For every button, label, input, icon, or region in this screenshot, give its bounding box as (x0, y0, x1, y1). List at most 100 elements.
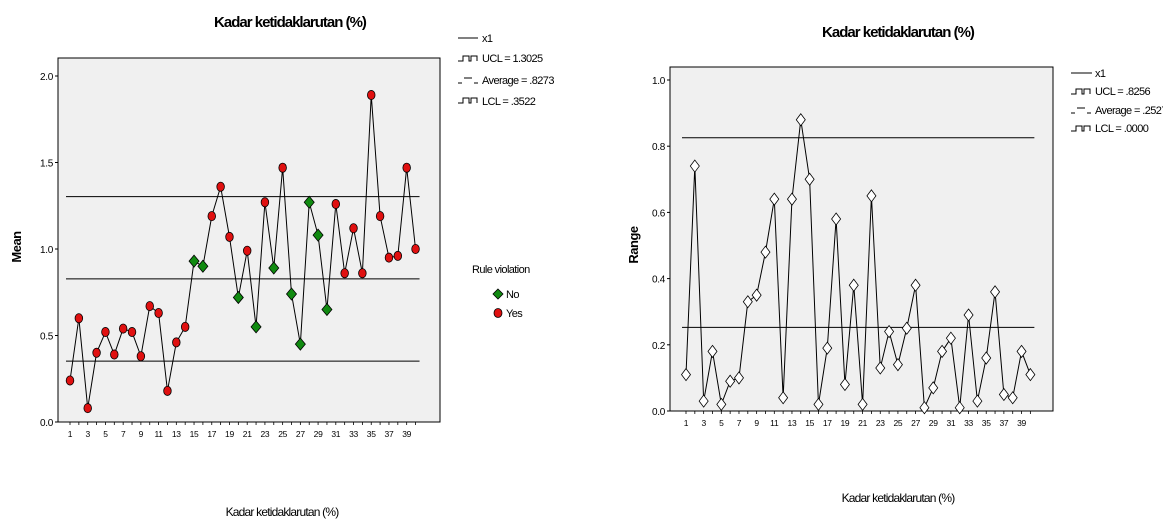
range-y-tick: 1.0 (652, 76, 666, 87)
x-tick-label: 19 (841, 418, 850, 428)
x-tick-label: 7 (121, 429, 126, 439)
mean-y-tick: 1.0 (40, 245, 54, 256)
data-point (331, 199, 340, 210)
range-x-ticks: 1 3 5 7 9 11 13 15 17 19 21 23 25 27 29 31 33 35 37 39 (684, 411, 1031, 428)
range-y-tick: 0.6 (652, 208, 666, 219)
x-tick-label: 17 (823, 418, 832, 428)
mean-y-axis-label: Mean (9, 231, 24, 263)
legend-lcl-swatch (1071, 125, 1091, 132)
mean-chart-title: Kadar ketidaklarutan (%) (214, 14, 367, 31)
data-point (901, 321, 912, 335)
x-tick-label: 9 (139, 429, 144, 439)
data-point (1025, 367, 1036, 382)
range-control-chart: Kadar ketidaklarutan (%) Range Kadar ket… (626, 24, 1163, 505)
data-point (294, 337, 306, 351)
data-point (857, 397, 868, 412)
data-point (358, 268, 367, 279)
data-point (172, 337, 181, 348)
mean-x-ticks: 1 3 5 7 9 11 13 15 17 19 21 23 25 27 29 31 33 35 37 39 (68, 422, 416, 439)
x-tick-label: 21 (858, 418, 867, 428)
data-point (742, 295, 753, 309)
data-point (136, 351, 146, 362)
legend-no-marker (492, 288, 504, 300)
data-point (681, 367, 691, 382)
x-tick-label: 23 (876, 418, 885, 428)
x-tick-label: 33 (964, 418, 973, 428)
x-tick-label: 23 (260, 429, 269, 439)
data-point (216, 181, 225, 192)
data-point (990, 285, 1001, 299)
data-point (340, 268, 349, 279)
data-point (839, 377, 850, 392)
legend-ucl-label: UCL = 1.3025 (482, 53, 543, 65)
range-chart-title: Kadar ketidaklarutan (%) (822, 24, 975, 41)
data-point (716, 397, 727, 412)
data-point (349, 223, 358, 234)
mean-control-chart: Kadar ketidaklarutan (%) Mean Kadar keti… (9, 14, 555, 519)
x-tick-label: 19 (225, 429, 234, 439)
data-point (278, 162, 287, 173)
mean-y-tick: 1.5 (40, 159, 54, 170)
x-tick-label: 25 (893, 418, 902, 428)
range-plot-area (669, 66, 1054, 412)
legend-average-label: Average = .8273 (482, 75, 554, 87)
data-point (154, 308, 163, 319)
mean-plot-area (57, 57, 441, 423)
range-y-tick: 0.8 (652, 142, 666, 153)
data-point (698, 394, 709, 408)
data-point (945, 331, 956, 345)
data-point (751, 288, 762, 302)
data-point (197, 259, 209, 273)
x-tick-label: 37 (385, 429, 394, 439)
x-tick-label: 27 (296, 429, 305, 439)
mean-x-axis-label: Kadar ketidaklarutan (%) (226, 505, 340, 519)
data-point (954, 401, 965, 415)
data-point (760, 245, 771, 259)
x-tick-label: 13 (788, 418, 797, 428)
data-point (367, 90, 376, 101)
data-point (778, 391, 789, 405)
range-y-ticks: 0.0 0.2 0.4 0.6 0.8 1.0 (652, 76, 670, 418)
data-point (188, 254, 200, 268)
data-point (402, 162, 411, 173)
data-point (225, 231, 234, 242)
data-point (321, 302, 333, 317)
data-point (786, 192, 797, 206)
data-point (725, 374, 736, 388)
data-point (260, 197, 270, 208)
x-tick-label: 17 (207, 429, 216, 439)
x-tick-label: 33 (349, 429, 358, 439)
series-line-x1 (69, 94, 417, 409)
x-tick-label: 29 (929, 418, 938, 428)
data-point (981, 351, 992, 365)
data-point (769, 192, 780, 206)
legend-yes-label: Yes (506, 308, 523, 320)
x-tick-label: 5 (103, 429, 108, 439)
data-point (411, 243, 420, 254)
x-tick-label: 3 (86, 429, 91, 439)
data-point (393, 250, 403, 261)
legend-lcl-swatch (458, 97, 478, 104)
data-point (848, 278, 859, 292)
data-point (312, 228, 324, 242)
legend-ucl-swatch (1071, 88, 1091, 95)
legend-average-swatch (458, 77, 478, 84)
x-tick-label: 15 (805, 418, 814, 428)
series-line-x1 (685, 119, 1031, 408)
data-point (127, 327, 137, 338)
data-point (207, 211, 216, 222)
x-tick-label: 27 (911, 418, 920, 428)
range-y-tick: 0.2 (652, 341, 666, 352)
data-point (250, 320, 262, 334)
x-tick-label: 29 (314, 429, 323, 439)
mean-control-lines (66, 196, 420, 362)
legend-average-swatch (1071, 107, 1091, 114)
x-tick-label: 37 (999, 418, 1008, 428)
x-tick-label: 35 (982, 418, 991, 428)
data-point (998, 387, 1009, 402)
data-point (795, 113, 806, 127)
data-point (1007, 391, 1018, 405)
x-tick-label: 9 (754, 418, 759, 428)
data-point (928, 381, 939, 395)
